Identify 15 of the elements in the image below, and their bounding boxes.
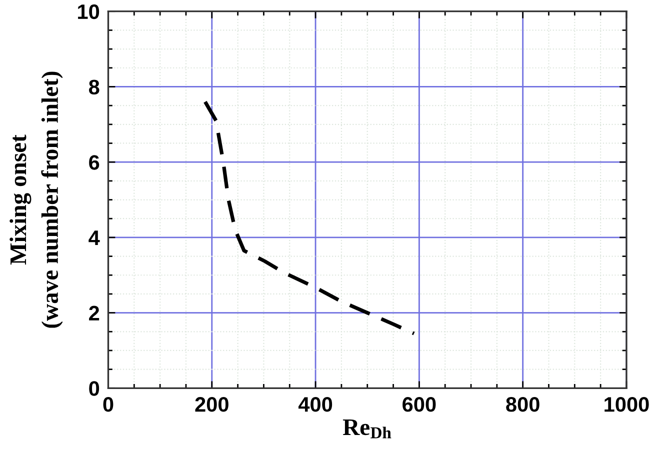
y-tick-label: 6 [89, 155, 100, 170]
y-tick-label: 0 [89, 381, 100, 396]
x-tick-label: 600 [402, 397, 436, 412]
y-tick-label: 10 [78, 4, 100, 20]
y-tick-label: 4 [88, 230, 100, 245]
x-tick-label: 800 [506, 397, 540, 412]
x-tick-label: 0 [103, 397, 114, 412]
y-tick-label: 2 [89, 306, 100, 320]
line-series [203, 100, 416, 336]
y-tick-label: 8 [88, 80, 100, 94]
y-axis-title: Mixing onset (wave number from inlet) [10, 72, 63, 328]
x-tick-label: 400 [298, 397, 332, 412]
x-axis-title: Re$_{Dh}$ [342, 420, 392, 438]
x-tick-label: 200 [195, 397, 228, 412]
x-tick-label: 1000 [604, 397, 649, 412]
